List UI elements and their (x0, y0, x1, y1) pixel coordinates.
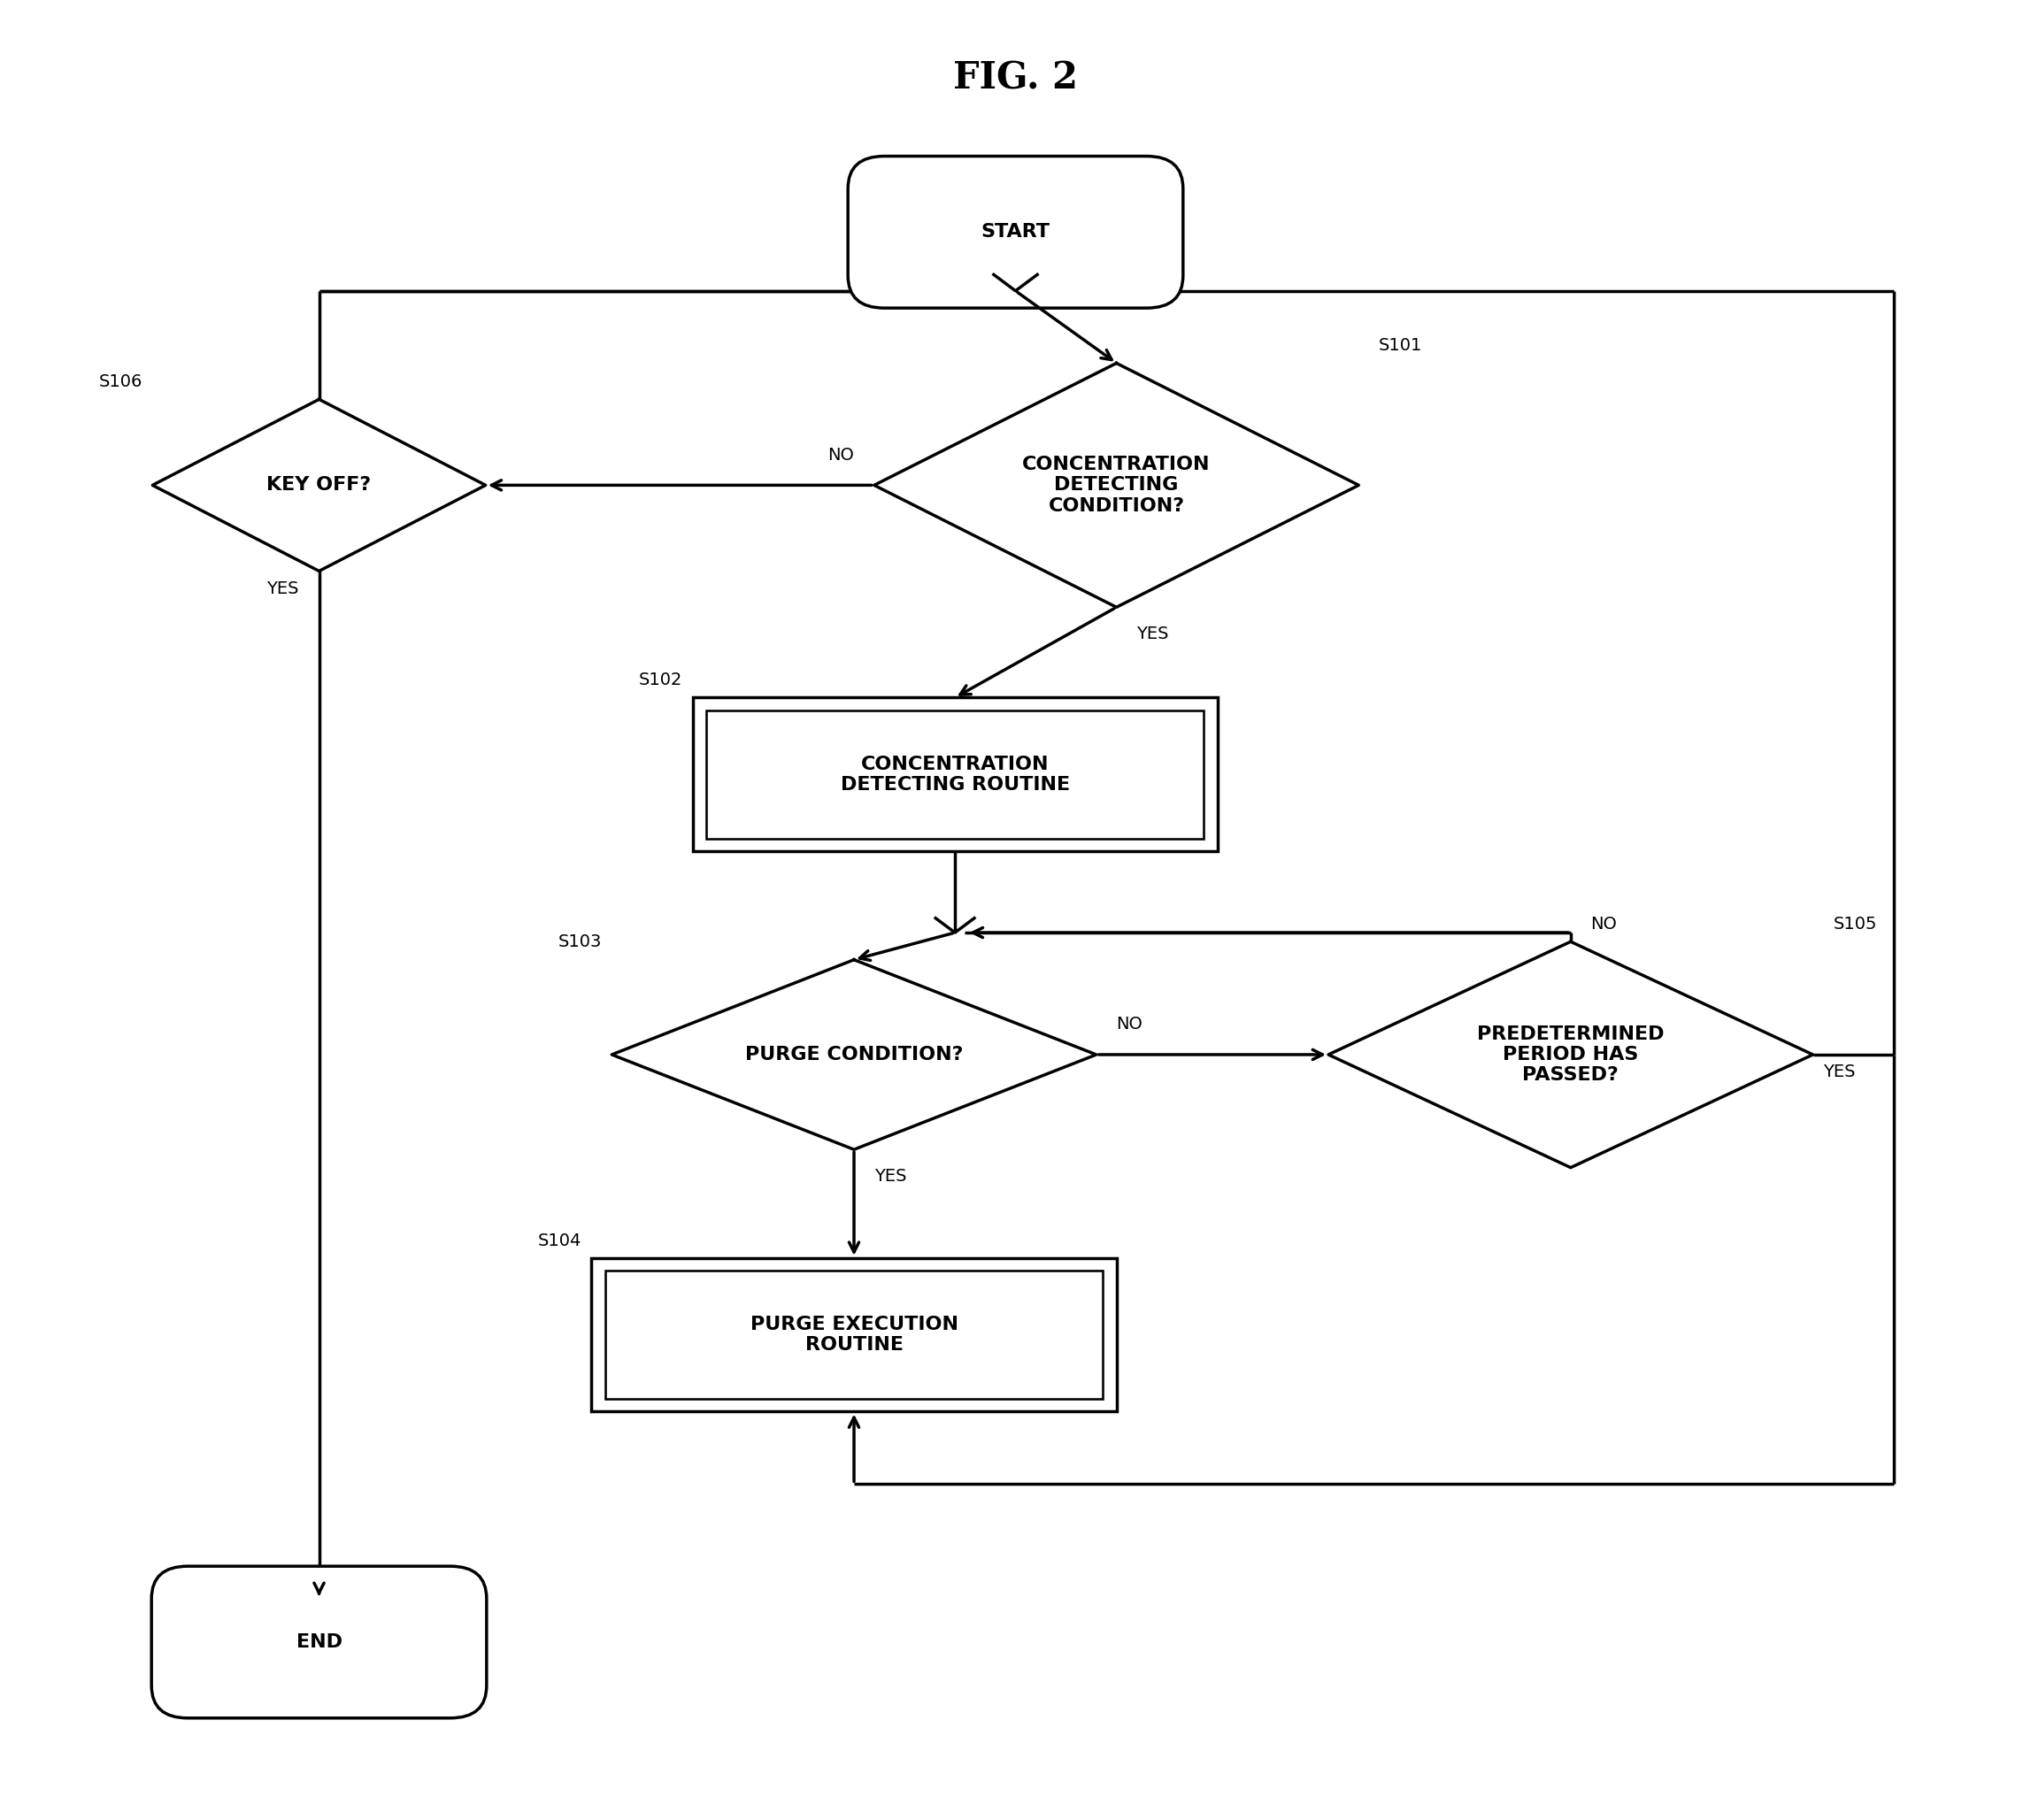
Text: PURGE EXECUTION
ROUTINE: PURGE EXECUTION ROUTINE (749, 1316, 959, 1354)
Text: S106: S106 (100, 373, 142, 389)
Text: START: START (981, 224, 1050, 240)
Text: S104: S104 (538, 1232, 581, 1249)
Bar (605, 1270, 1103, 1400)
Text: NO: NO (1117, 1016, 1143, 1034)
Text: CONCENTRATION
DETECTING
CONDITION?: CONCENTRATION DETECTING CONDITION? (1022, 455, 1210, 515)
Bar (591, 1258, 1117, 1412)
Polygon shape (611, 959, 1097, 1150)
Text: S102: S102 (638, 672, 682, 688)
Text: S103: S103 (559, 934, 601, 950)
FancyBboxPatch shape (849, 157, 1182, 308)
FancyBboxPatch shape (152, 1567, 487, 1718)
Text: PREDETERMINED
PERIOD HAS
PASSED?: PREDETERMINED PERIOD HAS PASSED? (1477, 1025, 1663, 1085)
Text: YES: YES (266, 581, 299, 597)
Polygon shape (873, 364, 1359, 608)
Text: YES: YES (1137, 626, 1170, 642)
Text: KEY OFF?: KEY OFF? (266, 477, 372, 493)
Text: CONCENTRATION
DETECTING ROUTINE: CONCENTRATION DETECTING ROUTINE (841, 755, 1070, 794)
Text: YES: YES (1824, 1063, 1854, 1081)
Polygon shape (1328, 941, 1814, 1168)
Bar (693, 697, 1217, 852)
Bar (707, 710, 1202, 839)
Text: S101: S101 (1379, 337, 1422, 355)
Text: S105: S105 (1834, 915, 1877, 932)
Text: NO: NO (827, 446, 853, 464)
Text: NO: NO (1590, 915, 1617, 932)
Text: END: END (297, 1633, 341, 1651)
Polygon shape (152, 399, 485, 571)
Text: YES: YES (873, 1168, 906, 1185)
Text: PURGE CONDITION?: PURGE CONDITION? (745, 1046, 963, 1063)
Text: FIG. 2: FIG. 2 (953, 60, 1078, 96)
